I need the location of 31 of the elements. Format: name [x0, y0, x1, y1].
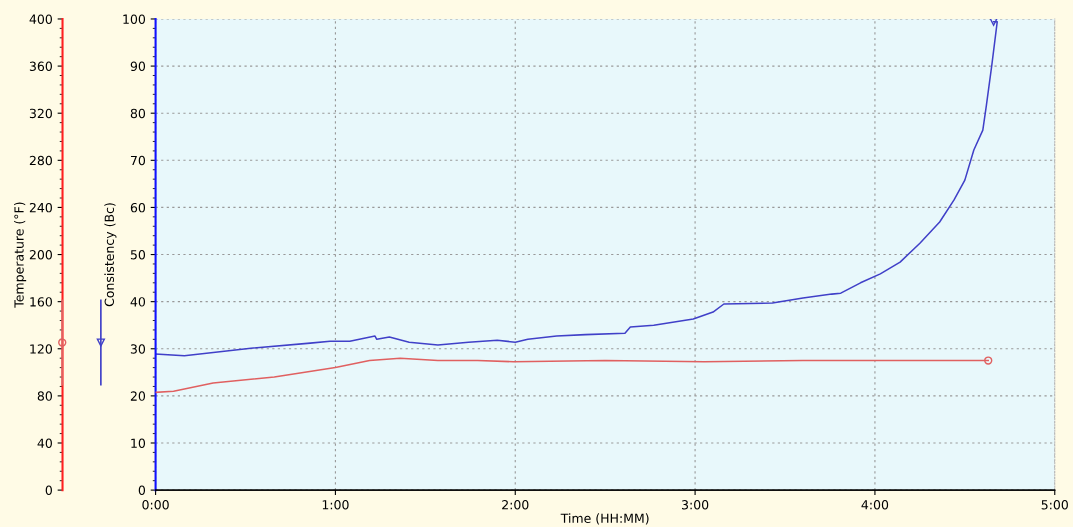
- y-tick-label: 40: [130, 297, 146, 307]
- x-tick-label: 0:00: [142, 500, 169, 510]
- x-tick-label: 1:00: [322, 500, 349, 510]
- y-tick-label: 10: [131, 438, 146, 448]
- y2-tick-label: 120: [30, 344, 52, 354]
- y-tick-label: 20: [130, 391, 146, 401]
- y2-tick-label: 200: [29, 250, 52, 260]
- y-tick-label: 50: [130, 250, 146, 260]
- x-tick-label: 3:00: [682, 500, 709, 510]
- y2-tick-label: 280: [29, 155, 52, 166]
- y-tick-label: 90: [130, 61, 146, 72]
- y2-axis-title: Temperature (°F): [14, 202, 27, 308]
- y-tick-label: 80: [130, 108, 146, 119]
- y-axis-title: Consistency (Bc): [104, 203, 117, 307]
- y2-tick-label: 240: [29, 202, 52, 213]
- y2-tick-label: 160: [30, 297, 52, 307]
- y2-tick-label: 80: [37, 391, 52, 401]
- y-tick-label: 70: [130, 155, 146, 166]
- x-axis-title: Time (HH:MM): [560, 513, 649, 525]
- y-tick-label: 0: [138, 485, 146, 496]
- y-tick-label: 30: [130, 344, 146, 354]
- y2-tick-label: 400: [29, 14, 52, 24]
- x-tick-label: 4:00: [861, 500, 889, 510]
- y-tick-label: 100: [123, 14, 146, 24]
- y2-tick-label: 320: [29, 108, 52, 119]
- y2-tick-label: 0: [45, 485, 52, 496]
- y2-tick-label: 40: [37, 438, 52, 448]
- y2-tick-label: 360: [29, 61, 52, 72]
- y-tick-label: 60: [130, 202, 146, 213]
- x-tick-label: 5:00: [1041, 500, 1068, 510]
- x-tick-label: 2:00: [502, 500, 529, 510]
